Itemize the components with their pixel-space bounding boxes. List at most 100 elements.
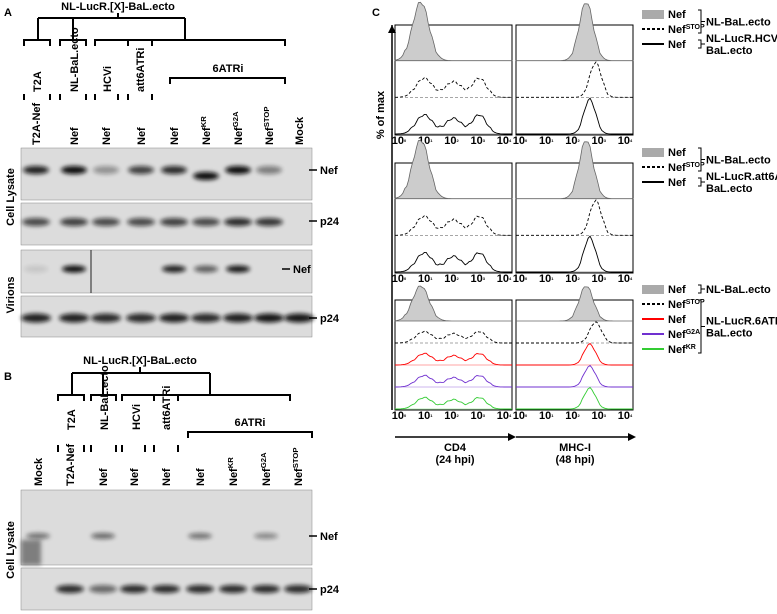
histogram-line	[516, 386, 633, 410]
lane-label: Mock	[33, 457, 45, 486]
band	[188, 533, 212, 539]
legend-label-text: Nef	[668, 9, 686, 21]
tick-label: 101	[418, 273, 433, 285]
lane-label: NefKR	[226, 457, 240, 486]
legend-bracket	[698, 39, 705, 49]
tick-label: 103	[471, 135, 486, 147]
band	[161, 166, 187, 174]
axis-label: % of max	[375, 90, 387, 139]
legend-label: Nef	[668, 39, 686, 51]
lane-label-sup: KR	[199, 116, 208, 128]
histogram-fill	[394, 1, 513, 62]
band	[21, 313, 51, 323]
lane-label-text: Nef	[98, 468, 110, 486]
lane-label: Mock	[294, 116, 306, 145]
histogram-fill	[516, 286, 633, 322]
lane-label-sup: STOP	[291, 447, 300, 468]
legend-label-sup: KR	[686, 344, 696, 351]
histogram-line	[516, 61, 633, 98]
legend-label: NefG2A	[668, 329, 700, 341]
tick-base: 10	[444, 135, 456, 147]
tick-base: 10	[497, 410, 509, 422]
legend-label-sup: G2A	[686, 329, 700, 336]
axis-sublabel: (24 hpi)	[435, 454, 474, 466]
band	[89, 585, 117, 593]
tick-exp: 1	[551, 138, 554, 143]
panel-letter: C	[372, 7, 380, 19]
lane-label: Nef	[195, 468, 207, 486]
tick-exp: 4	[630, 413, 633, 418]
tick-label: 102	[565, 135, 580, 147]
band	[62, 265, 86, 273]
tick-label: 100	[392, 135, 407, 147]
tick-label: 103	[471, 273, 486, 285]
tick-base: 10	[392, 135, 404, 147]
tick-label: 104	[618, 410, 633, 422]
tick-label: 104	[618, 135, 633, 147]
tick-label: 104	[497, 135, 512, 147]
histogram-line	[516, 364, 633, 388]
band	[225, 166, 251, 174]
legend-swatch	[642, 10, 664, 19]
band	[22, 218, 50, 226]
band	[252, 585, 280, 593]
lane-label-sup: KR	[226, 457, 235, 469]
legend-group: BaL.ecto	[706, 45, 753, 57]
band	[26, 533, 50, 539]
band	[192, 218, 220, 226]
row-label: Virions	[5, 276, 17, 313]
band	[91, 533, 115, 539]
histogram-frame	[394, 162, 513, 274]
tick-base: 10	[565, 135, 577, 147]
tick-exp: 0	[525, 276, 528, 281]
tick-base: 10	[418, 410, 430, 422]
tick-base: 10	[592, 410, 604, 422]
tick-label: 100	[513, 135, 528, 147]
histogram-frame	[394, 24, 513, 136]
band	[191, 313, 221, 323]
tree-a	[23, 13, 286, 100]
histogram-fill	[515, 3, 634, 62]
legend-bracket	[698, 147, 705, 172]
histogram-frame	[394, 299, 513, 411]
band	[226, 265, 250, 273]
tick-exp: 0	[525, 138, 528, 143]
band	[193, 172, 219, 180]
lane-label: Nef	[101, 127, 113, 145]
band	[219, 585, 247, 593]
legend-group: NL-BaL.ecto	[706, 284, 771, 296]
tick-base: 10	[513, 273, 525, 285]
tick-base: 10	[471, 273, 483, 285]
legend-label-text: Nef	[668, 344, 686, 356]
lane-label-text: T2A-Nef	[65, 443, 77, 486]
band	[224, 218, 252, 226]
tick-label: 104	[497, 273, 512, 285]
histogram-line	[394, 251, 512, 273]
lane-label-sup: STOP	[262, 106, 271, 127]
group-label: 6ATRi	[213, 63, 244, 75]
tick-base: 10	[565, 273, 577, 285]
lane-label-text: Nef	[201, 127, 213, 145]
tick-exp: 2	[578, 138, 581, 143]
legend-label-text: Nef	[668, 39, 686, 51]
tick-exp: 1	[430, 413, 433, 418]
tick-exp: 2	[578, 276, 581, 281]
tick-exp: 4	[630, 138, 633, 143]
lane-label-sup: G2A	[259, 452, 268, 468]
legend-swatch	[642, 285, 664, 294]
legend-label: Nef	[668, 9, 686, 21]
lane-label-text: Mock	[33, 457, 45, 486]
band-label: p24	[320, 313, 340, 325]
lane-label-text: Nef	[233, 127, 245, 145]
lane-label: Nef	[69, 127, 81, 145]
histogram-line	[516, 199, 633, 236]
group-label: T2A	[32, 71, 44, 92]
tick-label: 103	[592, 410, 607, 422]
tick-exp: 2	[457, 138, 460, 143]
legend-label: Nef	[668, 177, 686, 189]
legend-label-text: Nef	[668, 329, 686, 341]
band-label: p24	[320, 584, 340, 596]
tick-base: 10	[471, 410, 483, 422]
tick-exp: 1	[430, 138, 433, 143]
row-label: Cell Lysate	[5, 521, 17, 579]
